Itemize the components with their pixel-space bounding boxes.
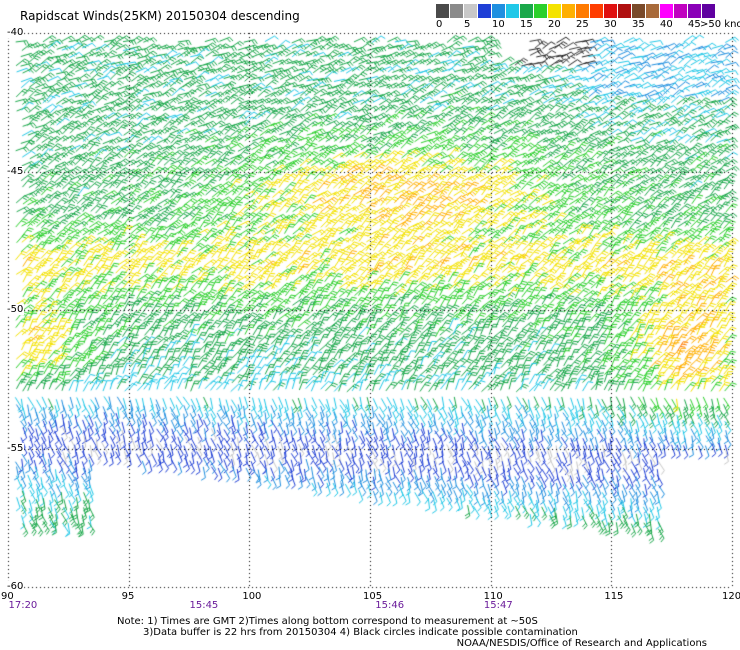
legend-swatch [450, 4, 464, 18]
longitude-tick-label: 95 [121, 591, 135, 602]
legend-swatch [562, 4, 576, 18]
legend-color-bar [436, 4, 716, 18]
note-line-2: 3)Data buffer is 22 hrs from 20150304 4)… [143, 627, 578, 638]
wind-speed-legend: >50 knots 0 5 10 15 20 25 30 35 40 45 [436, 4, 740, 32]
legend-swatch [604, 4, 618, 18]
legend-tick-label: 20 [548, 19, 561, 30]
legend-swatch [534, 4, 548, 18]
legend-swatch [674, 4, 688, 18]
legend-tick-label: 30 [604, 19, 617, 30]
pass-time-label: 15:45 [189, 600, 219, 611]
legend-swatch [618, 4, 632, 18]
legend-tick-label: 15 [520, 19, 533, 30]
legend-tick-label: 40 [660, 19, 673, 30]
legend-tick-label: 45 [688, 19, 701, 30]
latitude-tick-label: -40 [6, 27, 25, 38]
legend-tick-label: 5 [464, 19, 471, 30]
legend-swatch [492, 4, 506, 18]
legend-swatch [646, 4, 660, 18]
legend-swatch [590, 4, 604, 18]
note-line-1: Note: 1) Times are GMT 2)Times along bot… [117, 616, 538, 627]
legend-swatch [548, 4, 562, 18]
legend-tick-label: 0 [436, 19, 443, 30]
longitude-tick-label: 110 [483, 591, 503, 602]
legend-swatch [464, 4, 478, 18]
longitude-tick-label: 120 [722, 591, 740, 602]
map-title: Rapidscat Winds(25KM) 20150304 descendin… [20, 9, 300, 23]
pass-time-label: 15:46 [375, 600, 405, 611]
legend-swatch [660, 4, 674, 18]
legend-labels: >50 knots 0 5 10 15 20 25 30 35 40 45 [436, 18, 740, 32]
longitude-tick-label: 105 [363, 591, 383, 602]
legend-tick-label: 25 [576, 19, 589, 30]
legend-units-label: >50 knots [700, 19, 740, 30]
legend-swatch [436, 4, 450, 18]
legend-swatch [702, 4, 716, 18]
pass-time-label: 17:20 [8, 600, 38, 611]
legend-swatch [506, 4, 520, 18]
longitude-tick-label: 115 [604, 591, 624, 602]
longitude-tick-label: 100 [242, 591, 262, 602]
legend-swatch [520, 4, 534, 18]
latitude-tick-label: -50 [6, 304, 25, 315]
latitude-tick-label: -60 [6, 581, 25, 592]
latitude-tick-label: -45 [6, 165, 25, 177]
legend-swatch [576, 4, 590, 18]
legend-swatch [632, 4, 646, 18]
longitude-tick-label: 90 [1, 591, 14, 602]
legend-tick-label: 10 [492, 19, 505, 30]
latitude-tick-label: -55 [6, 442, 25, 454]
legend-tick-label: 35 [632, 19, 645, 30]
legend-swatch [688, 4, 702, 18]
credit-line: NOAA/NESDIS/Office of Research and Appli… [456, 638, 707, 649]
legend-swatch [478, 4, 492, 18]
pass-time-label: 15:47 [483, 600, 513, 611]
